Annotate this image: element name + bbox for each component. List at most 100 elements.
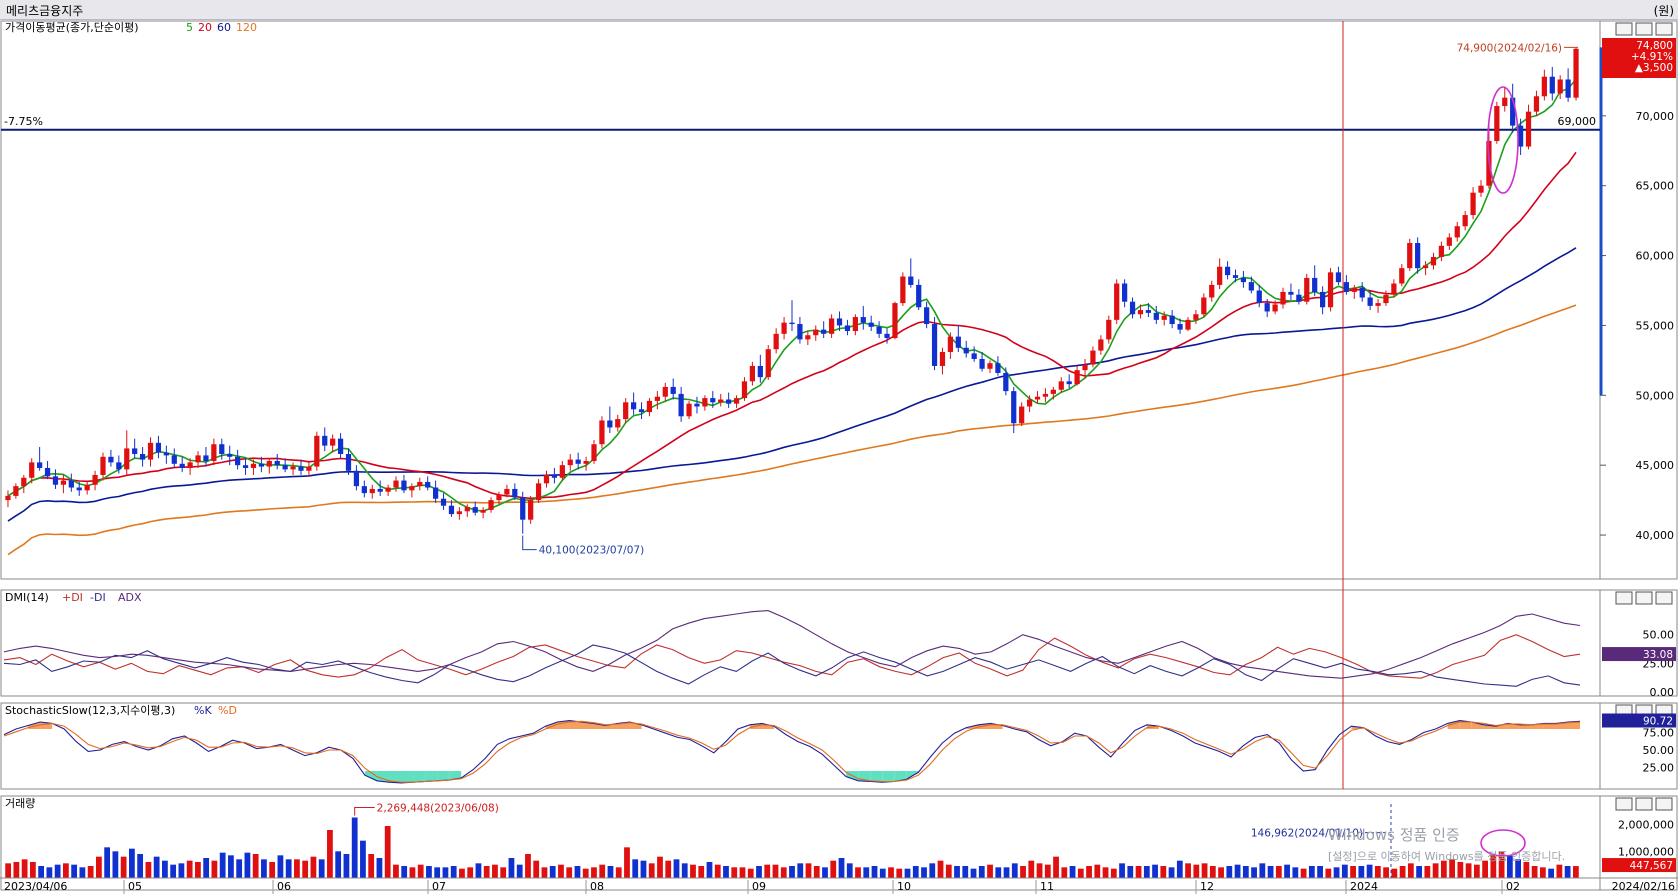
candle-body (235, 456, 241, 466)
volume-bar (1432, 863, 1439, 878)
candle-body (520, 497, 526, 520)
candle-body (559, 465, 565, 478)
dmi-series-ADX (3, 610, 1581, 679)
candle-body (330, 438, 336, 446)
candle-body (1557, 79, 1563, 94)
volume-bar (104, 847, 111, 878)
candle-body (797, 324, 803, 340)
candle-body (1232, 275, 1239, 278)
stochastic-legend-title: StochasticSlow(12,3,지수이평,3) (5, 704, 175, 717)
unit-label-text: (원) (1653, 4, 1674, 18)
volume-bar (640, 860, 647, 878)
volume-bar (1374, 866, 1381, 878)
volume-bar (871, 866, 878, 878)
volume-bar (467, 867, 474, 878)
volume-bar (681, 863, 688, 878)
oversold-fill (437, 771, 450, 781)
candle-body (1217, 266, 1223, 285)
volume-bar (1333, 867, 1340, 878)
candle-body (924, 307, 930, 325)
volume-bar (1176, 860, 1183, 878)
candle-body (1034, 396, 1041, 400)
volume-bar (962, 866, 969, 878)
volume-bar (310, 856, 317, 878)
candle-body (852, 317, 858, 332)
volume-bar (71, 864, 78, 878)
candle-body (1478, 185, 1484, 193)
volume-bar (294, 859, 300, 878)
price-axis-frame (1599, 20, 1678, 580)
candle-body (1510, 97, 1516, 126)
candle-body (139, 454, 146, 460)
volume-bar (1292, 867, 1299, 878)
candle-body (654, 396, 660, 401)
candle-body (1082, 364, 1088, 371)
candle-body (1565, 79, 1571, 98)
oversold-fill (401, 771, 414, 783)
ma-120-line (7, 304, 1577, 556)
overbought-fill (629, 722, 642, 729)
volume-bar (1391, 868, 1398, 878)
candle-body (575, 459, 581, 464)
candle-body (987, 363, 993, 369)
candle-body (1391, 283, 1397, 295)
dmi-tick-label: 0.00 (1650, 686, 1675, 699)
low-annotation-line (522, 535, 537, 551)
volume-bar (558, 864, 564, 878)
volume-bar (665, 860, 672, 878)
candle-body (1256, 290, 1262, 304)
oversold-fill (882, 771, 895, 783)
stochastic-legend-d: %D (218, 704, 237, 717)
candle-body (1335, 272, 1342, 283)
volume-bar (145, 862, 152, 878)
highlight-circle-volume (1480, 829, 1526, 857)
volume-bar (1185, 863, 1191, 878)
volume-bar (21, 859, 28, 878)
candle-body (749, 365, 756, 382)
vol-axis-frame (1599, 795, 1678, 891)
volume-bar (747, 868, 754, 878)
volume-bar (698, 866, 705, 878)
candle-body (678, 393, 684, 417)
panel-control-icon (1635, 797, 1653, 811)
ma-legend-20: 20 (198, 21, 212, 34)
candle-body (892, 303, 898, 339)
volume-bar (483, 866, 490, 878)
candle-body (599, 420, 605, 445)
candle-body (1415, 242, 1421, 269)
volume-bar (1209, 866, 1216, 878)
page-title: 메리츠금융지주 (6, 4, 84, 18)
volume-bar (129, 848, 135, 878)
candle-body (900, 276, 906, 304)
candle-body (401, 480, 407, 491)
volume-bar (1135, 866, 1142, 878)
candle-body (535, 483, 542, 501)
volume-bar (417, 864, 424, 878)
volume-bar (970, 868, 977, 878)
volume-bar (170, 864, 177, 878)
candle-body (1430, 256, 1437, 266)
volume-bar (797, 863, 804, 878)
volume-bar (632, 859, 639, 878)
price-tick-label: 65,000 (1636, 180, 1675, 193)
x-axis-label: 12 (1200, 880, 1214, 893)
candle-body (266, 460, 272, 467)
candle-body (995, 363, 1001, 373)
current-price-badge-line: ▲3,500 (1635, 62, 1673, 74)
volume-bar (1531, 866, 1538, 878)
volume-bar (277, 855, 284, 878)
price-tick-label: 60,000 (1636, 250, 1675, 263)
volume-bar (442, 867, 449, 878)
candle-body (1042, 393, 1049, 397)
volume-bar (987, 864, 993, 878)
volume-bar (1424, 866, 1431, 878)
volume-bar (1160, 866, 1167, 878)
volume-bar (1110, 868, 1117, 878)
candle-body (29, 462, 35, 478)
volume-bar (1020, 866, 1026, 878)
volume-bar (1275, 866, 1282, 878)
dmi-legend-1: -DI (90, 591, 106, 604)
volume-bar (384, 826, 391, 878)
volume-bar (178, 863, 185, 878)
ma-60-line (7, 247, 1577, 522)
